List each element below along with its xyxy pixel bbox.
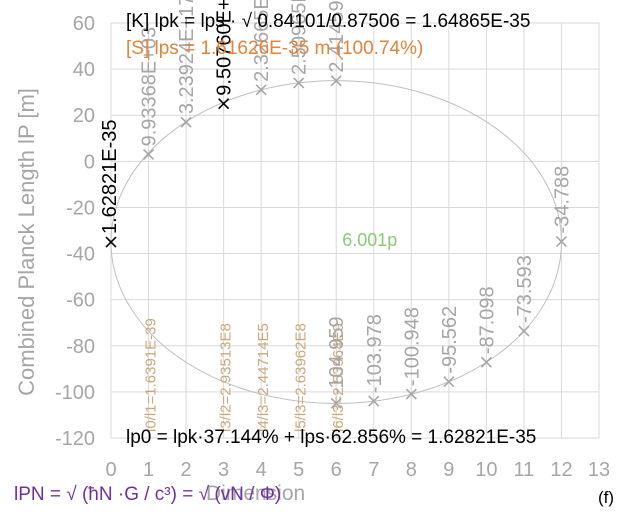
x-tick-label: 5 <box>293 459 304 481</box>
y-axis-label: Combined Planck Length lP [m] <box>14 88 39 396</box>
y-tick-label: -40 <box>66 244 95 266</box>
ratio-labels: l0/l1=1.6391E-39 l3/l2=2.93513E8 l4/l3=2.4… <box>143 318 348 432</box>
point-label: 9.93368E+03 <box>139 27 161 147</box>
point-marker <box>255 84 267 96</box>
y-tick-label: 20 <box>73 105 95 127</box>
point-marker <box>368 395 380 407</box>
y-tick-label: -60 <box>66 290 95 312</box>
y-tick-label: 60 <box>73 13 95 35</box>
x-tick-label: 0 <box>105 459 116 481</box>
point-label: 2.32665E+31 <box>251 0 273 82</box>
point-marker <box>180 116 192 128</box>
center-label: 6.001p <box>342 230 397 250</box>
x-tick-label: 7 <box>368 459 379 481</box>
x-tick-label: 13 <box>588 459 610 481</box>
x-tick-label: 1 <box>143 459 154 481</box>
point-label: -95.562 <box>439 306 461 374</box>
ratio-label: l3/l2=2.93513E8 <box>218 323 235 432</box>
point-label: -103.978 <box>364 314 386 393</box>
data-point: 2.50965E+34 <box>289 0 311 89</box>
chart-title-k: [K] lpk = lps · √ 0.84101/0.87506 = 1.64… <box>126 11 530 32</box>
point-label: -87.098 <box>476 286 498 354</box>
point-label: -73.593 <box>514 255 536 323</box>
y-tick-label: -20 <box>66 197 95 219</box>
data-point: 1.62821E-35 <box>99 119 121 248</box>
point-marker <box>443 376 455 388</box>
point-label: 3.23924E+17 <box>176 0 198 114</box>
y-tick-label: -100 <box>55 382 95 404</box>
point-marker <box>480 356 492 368</box>
point-marker <box>405 388 417 400</box>
data-point: 2.41459E+35 <box>326 0 348 87</box>
bottom-note: lp0 = lpk·37.144% + lps·62.856% = 1.6282… <box>126 427 536 448</box>
point-label: -34.788 <box>551 166 573 234</box>
point-label: 9.50760E+25 <box>214 0 236 96</box>
data-point: -103.978 <box>364 314 386 407</box>
point-marker <box>293 77 305 89</box>
y-tick-label: 40 <box>73 59 95 81</box>
ratio-label: l5/l3=2.63962E8 <box>293 323 310 432</box>
data-point: -73.593 <box>514 255 536 337</box>
grid <box>110 22 600 439</box>
point-label: 1.62821E-35 <box>99 119 121 234</box>
x-tick-label: 9 <box>443 459 454 481</box>
y-tick-label: -120 <box>55 428 95 450</box>
x-tick-label: 2 <box>181 459 192 481</box>
x-tick-label: 11 <box>514 459 535 481</box>
data-point: -100.948 <box>401 307 423 400</box>
y-tick-label: 0 <box>84 151 95 173</box>
point-marker <box>555 235 568 248</box>
ratio-label: l4/l3=2.44714E5 <box>255 323 272 432</box>
formula: lPN = √ (ħN ·G / c³) = √ (vN / Φ) <box>14 484 281 505</box>
point-marker <box>142 148 155 160</box>
x-tick-label: 12 <box>550 459 572 481</box>
point-label: 2.50965E+34 <box>289 0 311 75</box>
panel-label: (f) <box>598 488 614 507</box>
x-tick-label: 6 <box>331 459 342 481</box>
tick-labels: 0 1 2 3 4 5 6 7 8 9 10 11 12 136040200-20-40-60-80-10… <box>55 13 610 481</box>
data-point: 2.32665E+31 <box>251 0 273 96</box>
chart-title-s: [S] lps = 1.61626E-35 m (100.74%) <box>126 38 423 59</box>
point-marker <box>105 236 117 248</box>
data-point: -87.098 <box>476 286 498 368</box>
data-points: 1.62821E-35 9.93368E+03 3.23924E+17 9.50760… <box>99 0 573 409</box>
data-point: 9.93368E+03 <box>139 27 161 160</box>
x-tick-label: 8 <box>406 459 417 481</box>
point-marker <box>518 325 530 337</box>
point-marker <box>330 75 342 87</box>
x-axis-label: Dimension <box>206 482 305 505</box>
data-point: 3.23924E+17 <box>176 0 198 128</box>
data-point: -34.788 <box>551 166 573 248</box>
data-point: 9.50760E+25 <box>214 0 236 110</box>
point-marker <box>330 397 342 409</box>
ratio-label: l0/l1=1.6391E-39 <box>143 318 160 432</box>
x-tick-label: 4 <box>256 459 267 481</box>
y-tick-label: -80 <box>66 336 95 358</box>
point-label: -104.959 <box>326 316 348 395</box>
x-tick-label: 3 <box>218 459 229 481</box>
point-label: 2.41459E+35 <box>326 0 348 73</box>
x-tick-label: 10 <box>475 459 497 481</box>
data-point: -95.562 <box>439 306 461 388</box>
point-marker <box>218 98 230 110</box>
data-point: -104.959 <box>326 316 348 409</box>
point-label: -100.948 <box>401 307 423 386</box>
